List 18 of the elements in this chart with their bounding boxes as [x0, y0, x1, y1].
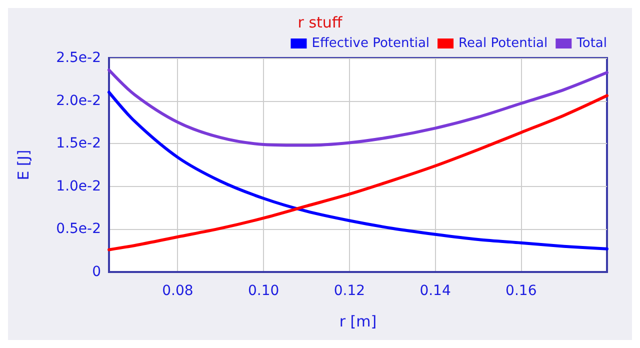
- y-tick-label: 1.0e-2: [56, 178, 101, 194]
- x-tick-label: 0.10: [248, 283, 280, 299]
- chart-title: r stuff: [298, 14, 343, 32]
- line-series: [108, 68, 608, 147]
- y-tick-label: 2.0e-2: [56, 92, 101, 109]
- legend-label: Effective Potential: [312, 36, 430, 51]
- y-axis-title: E [J]: [14, 150, 32, 180]
- y-tick-label: 2.5e-2: [56, 50, 101, 66]
- legend-label: Real Potential: [458, 36, 548, 51]
- x-axis-title: r [m]: [339, 312, 377, 330]
- x-tick-label: 0.14: [420, 283, 451, 299]
- y-tick-label: 0.5e-2: [56, 221, 101, 238]
- x-tick-label: 0.16: [506, 283, 537, 299]
- y-tick-label: 0: [92, 264, 101, 280]
- x-tick-label: 0.08: [162, 283, 194, 299]
- x-tick-label: 0.12: [334, 283, 365, 299]
- y-tick-label: 1.5e-2: [56, 136, 101, 152]
- legend-label: Total: [576, 36, 608, 51]
